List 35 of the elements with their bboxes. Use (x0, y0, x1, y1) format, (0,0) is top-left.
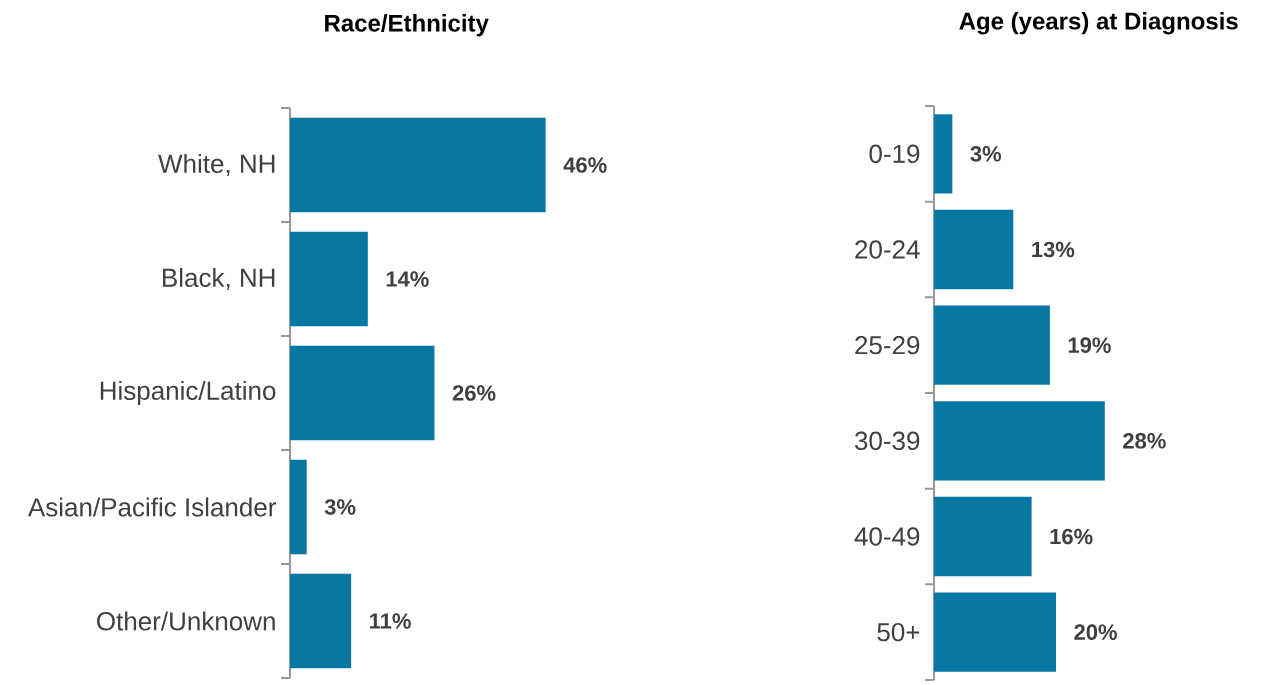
data-label: 46% (563, 157, 607, 173)
data-label: 16% (1050, 528, 1093, 545)
y-tick-label: 25-29 (855, 335, 920, 355)
bar (290, 117, 546, 213)
data-label: 3% (970, 146, 1002, 162)
data-label: 20% (1074, 624, 1117, 640)
data-label: 28% (1123, 433, 1166, 449)
y-tick-label: 30-39 (854, 431, 920, 451)
y-tick-label: Black, NH (163, 267, 275, 291)
y-tick-label: Asian/Pacific Islander (27, 497, 276, 517)
data-label: 14% (386, 271, 429, 287)
bar (290, 459, 307, 555)
bar (934, 305, 1050, 385)
y-tick-label: Other/Unknown (97, 611, 275, 631)
data-label: 3% (324, 499, 356, 515)
bar (934, 592, 1056, 672)
bar (290, 345, 435, 441)
data-label: 13% (1032, 241, 1075, 258)
y-tick-label: 50+ (877, 622, 920, 642)
bar (934, 209, 1014, 290)
data-label: 19% (1068, 337, 1111, 353)
bar (290, 231, 368, 327)
data-label: 26% (452, 385, 496, 401)
bar (934, 496, 1032, 577)
data-label: 11% (370, 613, 411, 629)
y-tick-label: 40-49 (854, 527, 920, 546)
bar (934, 401, 1105, 481)
bar (934, 114, 953, 194)
y-tick-label: 20-24 (855, 240, 920, 259)
chart-title: Age (years) at Diagnosis (959, 11, 1238, 35)
y-tick-label: White, NH (158, 153, 275, 177)
bar (290, 573, 352, 669)
y-tick-label: 0-19 (869, 144, 920, 164)
chart-title: Race/Ethnicity (325, 14, 489, 37)
y-tick-label: Hispanic/Latino (100, 380, 276, 406)
